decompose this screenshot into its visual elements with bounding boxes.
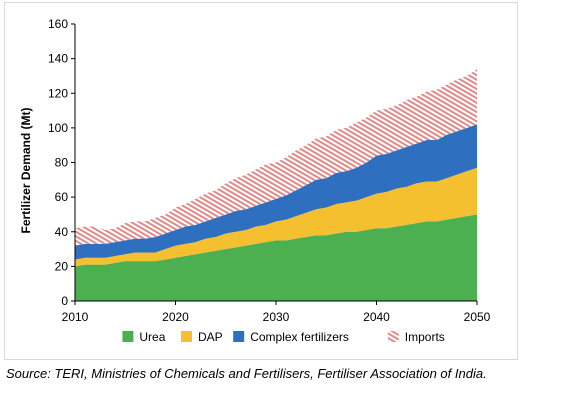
y-tick-label-120: 120 — [48, 86, 68, 100]
legend-label-urea: Urea — [139, 330, 165, 344]
y-tick-label-160: 160 — [48, 17, 68, 31]
x-tick-label-2040: 2040 — [363, 310, 390, 324]
x-tick-label-2010: 2010 — [62, 310, 89, 324]
y-tick-label-140: 140 — [48, 52, 68, 66]
area-complex-fertilizers — [75, 124, 477, 260]
x-tick-label-2050: 2050 — [464, 310, 491, 324]
x-tick-label-2020: 2020 — [162, 310, 189, 324]
legend-label-imports: Imports — [405, 330, 445, 344]
legend-swatch-imports — [387, 331, 399, 342]
axes — [71, 23, 478, 305]
y-tick-label-0: 0 — [61, 294, 68, 308]
y-tick-label-20: 20 — [55, 259, 69, 273]
x-tick-label-2030: 2030 — [263, 310, 290, 324]
area-urea — [75, 214, 477, 301]
y-tick-label-60: 60 — [55, 190, 69, 204]
legend-label-complex-fertilizers: Complex fertilizers — [250, 330, 349, 344]
legend-swatch-dap — [181, 331, 192, 342]
y-tick-label-100: 100 — [48, 121, 68, 135]
legend-swatch-complex-fertilizers — [233, 331, 245, 342]
source-caption: Source: TERI, Ministries of Chemicals an… — [6, 366, 487, 381]
series-areas — [75, 69, 477, 301]
legend: Urea DAP Complex fertilizers Imports — [122, 330, 445, 344]
legend-label-dap: DAP — [198, 330, 223, 344]
y-tick-label-80: 80 — [55, 156, 69, 170]
y-axis-title: Fertilizer Demand (Mt) — [19, 107, 33, 233]
area-imports — [75, 69, 477, 246]
y-tick-label-40: 40 — [55, 225, 69, 239]
area-dap — [75, 167, 477, 267]
legend-swatch-urea — [122, 331, 134, 342]
